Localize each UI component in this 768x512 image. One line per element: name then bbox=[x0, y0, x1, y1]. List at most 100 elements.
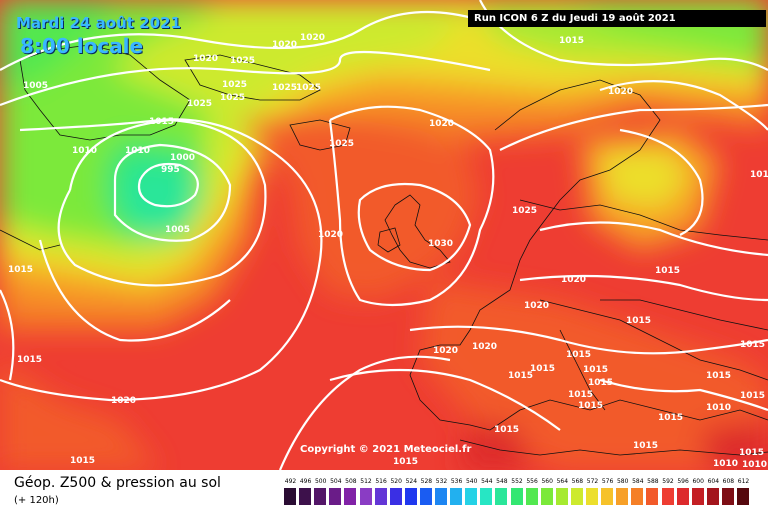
isobar-label: 1020 bbox=[193, 54, 218, 64]
scale-step: 572 bbox=[586, 477, 599, 507]
isobar-label: 1025 bbox=[329, 139, 354, 149]
scale-step-label: 512 bbox=[360, 478, 372, 485]
forecast-lead-time: (+ 120h) bbox=[14, 495, 59, 506]
scale-swatch bbox=[329, 488, 342, 505]
isobar-label: 1020 bbox=[272, 40, 297, 50]
scale-swatch bbox=[691, 488, 704, 505]
scale-step-label: 560 bbox=[541, 478, 553, 485]
scale-step-label: 604 bbox=[707, 478, 720, 485]
isobar-label: 1015 bbox=[559, 36, 584, 46]
isobar-label: 1020 bbox=[433, 346, 458, 356]
scale-step-label: 612 bbox=[737, 478, 750, 485]
isobar-label: 1020 bbox=[318, 230, 343, 240]
scale-swatch bbox=[721, 488, 734, 505]
scale-step-label: 584 bbox=[632, 478, 644, 485]
scale-step-label: 528 bbox=[420, 478, 433, 485]
scale-step-label: 492 bbox=[284, 478, 297, 485]
scale-step: 612 bbox=[737, 477, 750, 507]
scale-swatch bbox=[676, 488, 689, 505]
isobar-label: 1025 bbox=[220, 93, 245, 103]
scale-step: 504 bbox=[329, 477, 342, 507]
scale-step: 608 bbox=[721, 477, 735, 507]
scale-step: 544 bbox=[480, 477, 493, 507]
isobar-label: 1010 bbox=[72, 146, 97, 156]
scale-swatch bbox=[570, 488, 583, 505]
scale-step: 592 bbox=[661, 477, 675, 507]
scale-step: 524 bbox=[404, 477, 418, 507]
isobar-label: 1015 bbox=[70, 456, 95, 466]
scale-step-label: 516 bbox=[375, 478, 387, 485]
scale-step: 552 bbox=[510, 477, 524, 507]
isobar-label: 1015 bbox=[740, 391, 765, 401]
scale-step: 492 bbox=[284, 477, 297, 507]
scale-step: 500 bbox=[314, 477, 327, 507]
scale-swatch bbox=[299, 488, 312, 505]
scale-step-label: 548 bbox=[496, 478, 508, 485]
scale-swatch bbox=[435, 488, 447, 505]
scale-step: 556 bbox=[525, 477, 539, 507]
isobar-labels: 1005 1020 1020 1025 1025 1020 1025 1025 … bbox=[8, 33, 768, 470]
scale-step-label: 524 bbox=[405, 478, 418, 485]
scale-step-label: 564 bbox=[556, 478, 569, 485]
scale-swatch bbox=[540, 488, 553, 505]
isobar-label: 1015 bbox=[149, 117, 174, 127]
isobar-label: 1015 bbox=[750, 170, 768, 180]
isobar-label: 1005 bbox=[165, 225, 190, 235]
isobar-label: 1015 bbox=[8, 265, 33, 275]
scale-step-label: 508 bbox=[345, 478, 357, 485]
scale-step-label: 608 bbox=[722, 478, 735, 485]
isobar-label: 1025 bbox=[512, 206, 537, 216]
isobar-label: 1015 bbox=[568, 390, 593, 400]
scale-step-label: 536 bbox=[450, 478, 463, 485]
scale-swatch bbox=[404, 488, 417, 505]
scale-step: 588 bbox=[646, 477, 659, 507]
scale-step: 604 bbox=[706, 477, 720, 507]
scale-step-label: 588 bbox=[647, 478, 659, 485]
scale-swatch bbox=[661, 488, 674, 505]
coastlines bbox=[0, 44, 768, 456]
scale-step-label: 500 bbox=[314, 478, 327, 485]
forecast-map: 1005 1020 1020 1025 1025 1020 1025 1025 … bbox=[0, 0, 768, 470]
isobar-label: 1020 bbox=[111, 396, 136, 406]
scale-step-label: 532 bbox=[435, 478, 448, 485]
scale-swatch bbox=[706, 488, 719, 505]
isobar-label: 1015 bbox=[578, 401, 603, 411]
scale-step-label: 600 bbox=[692, 478, 704, 485]
forecast-time: 8:00 locale bbox=[20, 34, 144, 58]
scale-step: 584 bbox=[631, 477, 644, 507]
scale-step-label: 504 bbox=[330, 478, 342, 485]
isobar-label: 1015 bbox=[494, 425, 519, 435]
scale-step: 596 bbox=[676, 477, 690, 507]
scale-swatch bbox=[525, 488, 538, 505]
isobar-label: 1015 bbox=[739, 448, 764, 458]
scale-step: 548 bbox=[495, 477, 508, 507]
isobar-label: 1015 bbox=[706, 371, 731, 381]
isobar-label: 1015 bbox=[583, 365, 608, 375]
isobar-label: 1005 bbox=[23, 81, 48, 91]
scale-step: 560 bbox=[540, 477, 554, 507]
scale-swatch bbox=[586, 488, 598, 505]
scale-swatch bbox=[465, 488, 478, 505]
scale-step-label: 592 bbox=[662, 478, 674, 485]
scale-swatch bbox=[510, 488, 523, 505]
scale-swatch bbox=[450, 488, 463, 505]
isobar-label: 1030 bbox=[428, 239, 453, 249]
isobar-label: 1020 bbox=[608, 87, 633, 97]
isobar-label: 1020 bbox=[561, 275, 586, 285]
scale-step-label: 596 bbox=[677, 478, 689, 485]
isobar-label: 1010 bbox=[125, 146, 150, 156]
scale-swatch bbox=[374, 488, 387, 505]
scale-step: 528 bbox=[419, 477, 433, 507]
isobar-label: 1015 bbox=[655, 266, 680, 276]
isobar-label: 1015 bbox=[658, 413, 683, 423]
isobar-label: 1015 bbox=[566, 350, 591, 360]
scale-step-label: 556 bbox=[526, 478, 538, 485]
scale-swatch bbox=[646, 488, 659, 505]
scale-step-label: 520 bbox=[390, 478, 402, 485]
isobar-label: 1025 bbox=[296, 83, 321, 93]
legend-footer: Géop. Z500 & pression au sol (+ 120h) 49… bbox=[0, 470, 768, 512]
map-parameter-title: Géop. Z500 & pression au sol bbox=[14, 475, 221, 491]
scale-step: 580 bbox=[616, 477, 629, 507]
scale-step: 568 bbox=[570, 477, 584, 507]
isobar-label: 1015 bbox=[393, 457, 418, 467]
